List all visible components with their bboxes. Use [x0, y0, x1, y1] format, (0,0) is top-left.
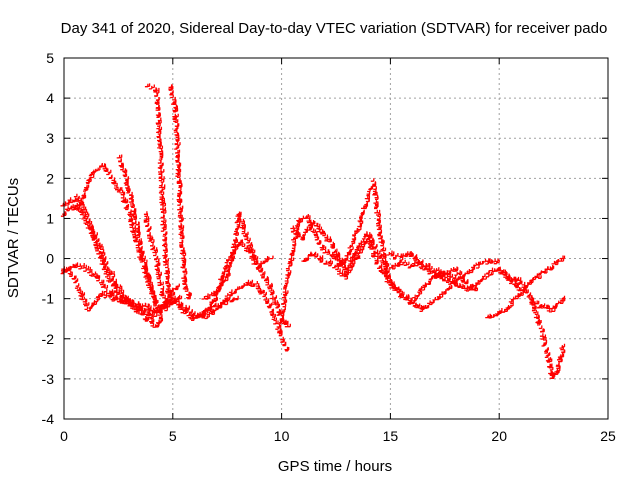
y-tick-label: 1 [46, 210, 54, 226]
y-tick-label: -3 [42, 371, 55, 387]
x-tick-label: 10 [274, 428, 290, 444]
plot-frame [63, 57, 609, 420]
y-tick-label: 2 [46, 170, 54, 186]
y-tick-label: 3 [46, 130, 54, 146]
x-axis: 0 5 10 15 20 25 [60, 58, 616, 444]
series-markers [168, 279, 290, 352]
series-13 [277, 178, 457, 325]
series-markers [301, 235, 500, 312]
x-tick-label: 5 [169, 428, 177, 444]
series-18 [495, 267, 566, 380]
series-markers [60, 266, 154, 320]
series-markers [495, 267, 566, 380]
y-tick-label: -4 [42, 411, 55, 427]
y-axis-label: SDTVAR / TECUs [5, 178, 22, 298]
x-tick-label: 0 [60, 428, 68, 444]
series-markers [144, 83, 173, 304]
series-19 [529, 295, 566, 313]
series-9 [168, 84, 192, 300]
series-markers [485, 255, 566, 319]
y-tick-label: 0 [46, 251, 54, 267]
chart-title: Day 341 of 2020, Sidereal Day-to-day VTE… [61, 20, 608, 37]
y-axis: -4 -3 -2 -1 0 1 2 3 4 5 [42, 50, 608, 427]
x-tick-label: 25 [600, 428, 616, 444]
y-tick-label: 4 [46, 90, 54, 106]
series-markers [529, 295, 566, 313]
series-markers [277, 178, 457, 325]
y-tick-label: 5 [46, 50, 54, 66]
series-3 [60, 266, 154, 320]
x-axis-label: GPS time / hours [278, 458, 392, 475]
series-8 [144, 83, 173, 304]
y-tick-label: -1 [42, 291, 55, 307]
y-tick-label: -2 [42, 331, 55, 347]
series-10 [168, 279, 290, 352]
x-tick-label: 20 [491, 428, 507, 444]
series-markers [201, 211, 274, 300]
series-17 [485, 255, 566, 319]
series-12 [201, 211, 274, 300]
x-tick-label: 15 [383, 428, 399, 444]
data-points [60, 83, 566, 380]
grid-lines [64, 58, 608, 419]
series-markers [168, 84, 192, 300]
series-15 [301, 235, 500, 312]
